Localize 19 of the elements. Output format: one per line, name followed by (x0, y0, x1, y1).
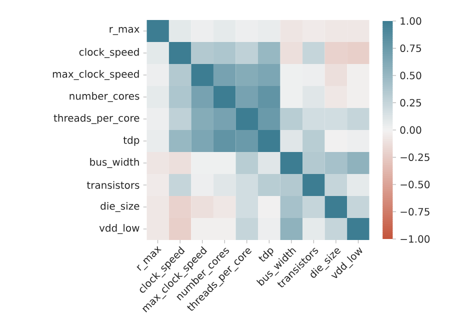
color-bar-label: 0.50 (400, 72, 422, 80)
color-bar-label: 0.00 (400, 126, 422, 134)
y-tick-label: clock_speed (79, 48, 139, 58)
y-tick-label: tdp (123, 136, 140, 146)
y-tick-label: threads_per_core (54, 114, 140, 124)
color-bar-label: 1.00 (400, 17, 422, 25)
y-tick-label: bus_width (90, 158, 139, 168)
color-bar-label: −0.75 (400, 208, 430, 216)
color-bar-label: −0.25 (400, 153, 430, 162)
y-tick-label: transistors (86, 181, 140, 189)
y-tick-label: r_max (110, 27, 140, 35)
color-bar-label: −1.00 (400, 235, 430, 243)
y-tick-label: number_cores (70, 92, 140, 102)
y-tick-label: die_size (100, 202, 140, 212)
y-tick-label: vdd_low (99, 224, 140, 234)
color-bar-label: 0.75 (400, 44, 421, 52)
y-tick-label: max_clock_speed (52, 70, 139, 80)
color-bar-label: −0.50 (400, 180, 430, 188)
color-bar-label: 0.25 (400, 98, 421, 107)
